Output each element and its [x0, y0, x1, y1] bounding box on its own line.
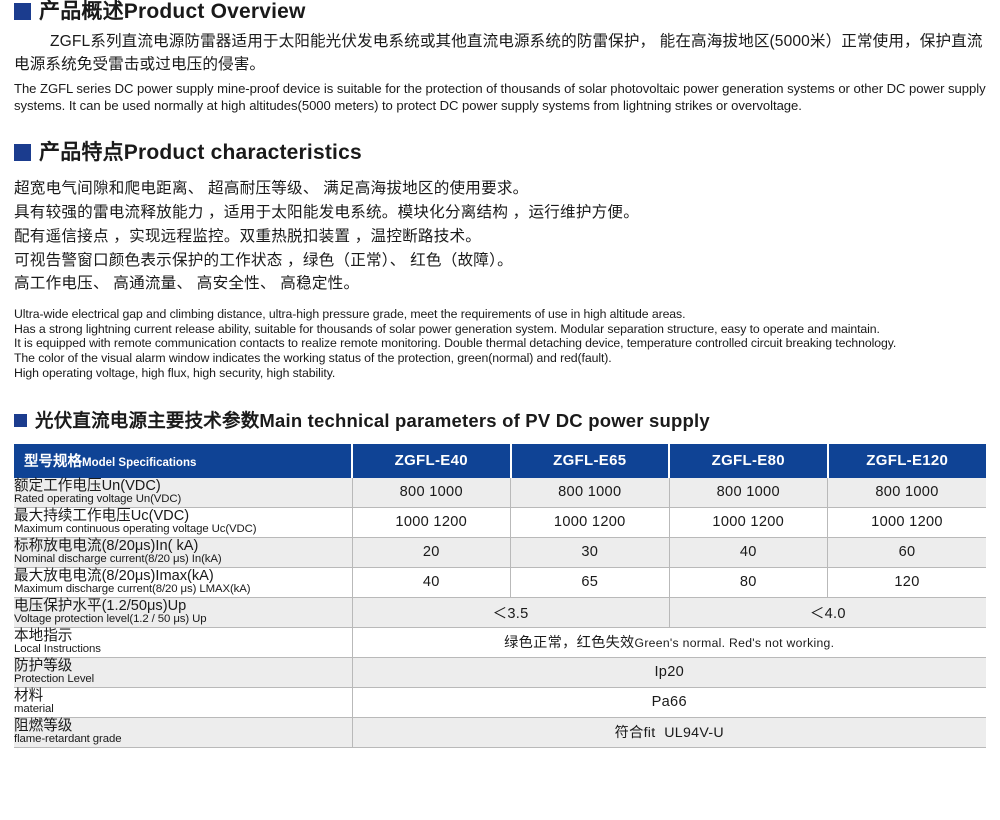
row-label-cell: 电压保护水平(1.2/50μs)Up Voltage protection le…	[14, 597, 353, 628]
row-value-cell: 120	[827, 567, 986, 598]
row-label-en: Maximum continuous operating voltage Uc(…	[14, 523, 257, 536]
row-label-cn: 阻燃等级	[14, 717, 73, 734]
blue-square-bullet-icon	[14, 3, 31, 21]
row-label-en: flame-retardant grade	[14, 733, 122, 746]
overview-paragraph-cn: ZGFL系列直流电源防雷器适用于太阳能光伏发电系统或其他直流电源系统的防雷保护，…	[14, 33, 983, 73]
section-header-characteristics: 产品特点Product characteristics	[14, 141, 986, 164]
row-label-en: Rated operating voltage Un(VDC)	[14, 493, 182, 506]
characteristics-en-line: It is equipped with remote communication…	[14, 336, 897, 351]
row-label-cn: 最大放电电流(8/20μs)Imax(kA)	[14, 567, 214, 584]
row-label-cell: 标称放电电流(8/20μs)In( kA) Nominal discharge …	[14, 537, 353, 568]
row-label-cn: 本地指示	[14, 627, 73, 644]
table-row: 最大放电电流(8/20μs)Imax(kA) Maximum discharge…	[14, 567, 986, 598]
header-label-cn: 型号规格	[24, 454, 82, 471]
row-value-cell-merged: 符合fit UL94V-U	[352, 717, 986, 748]
merged-value-cn: 符合fit	[614, 725, 656, 742]
row-value-cell-merged: Pa66	[352, 687, 986, 718]
row-label-cn: 电压保护水平(1.2/50μs)Up	[14, 597, 187, 614]
section-header-parameters: 光伏直流电源主要技术参数Main technical parameters of…	[14, 409, 986, 431]
row-label-cell: 防护等级 Protection Level	[14, 657, 353, 688]
blue-square-bullet-icon	[14, 414, 27, 428]
row-label-en: Voltage protection level(1.2 / 50 μs) Up	[14, 613, 207, 626]
row-value-cell: 1000 1200	[352, 507, 511, 538]
row-value-cell: 800 1000	[510, 477, 670, 508]
specifications-table: 型号规格Model Specifications ZGFL-E40 ZGFL-E…	[14, 443, 986, 748]
characteristics-en-line: The color of the visual alarm window ind…	[14, 351, 612, 366]
row-value-cell: 30	[510, 537, 670, 568]
characteristics-en-list: Ultra-wide electrical gap and climbing d…	[14, 307, 986, 381]
row-value-cell-right: ＜4.0	[669, 597, 986, 628]
characteristics-cn-line: 具有较强的雷电流释放能力 ，适用于太阳能发电系统。模块化分离结构 ，运行维护方便…	[14, 204, 640, 222]
characteristics-en-line: High operating voltage, high flux, high …	[14, 365, 336, 380]
characteristics-cn-list: 超宽电气间隙和爬电距离、 超高耐压等级、 满足高海拔地区的使用要求。 具有较强的…	[14, 177, 986, 295]
table-row: 最大持续工作电压Uc(VDC) Maximum continuous opera…	[14, 507, 986, 538]
row-label-cell: 本地指示 Local Instructions	[14, 627, 353, 658]
row-label-en: Local Instructions	[14, 643, 101, 656]
row-value-cell: 800 1000	[827, 477, 986, 508]
characteristics-cn-line: 可视告警窗口颜色表示保护的工作状态 ，绿色（正常）、 红色（故障）。	[14, 251, 513, 269]
merged-value-cn: 绿色正常，红色失效	[504, 635, 635, 652]
row-value-cell: 1000 1200	[827, 507, 986, 538]
row-value-cell: 1000 1200	[510, 507, 670, 538]
blue-square-bullet-icon	[14, 144, 31, 162]
row-label-en: Maximum discharge current(8/20 μs) LMAX(…	[14, 583, 251, 596]
row-value-cell-merged: 绿色正常，红色失效Green's normal. Red's not worki…	[352, 627, 986, 658]
row-label-cell: 阻燃等级 flame-retardant grade	[14, 717, 353, 748]
section-title-overview: 产品概述Product Overview	[39, 0, 306, 23]
table-row: 材料 material Pa66	[14, 687, 986, 718]
row-label-cell: 额定工作电压Un(VDC) Rated operating voltage Un…	[14, 477, 353, 508]
merged-value-en: Green's normal. Red's not working.	[634, 636, 835, 651]
table-header-model-spec: 型号规格Model Specifications	[14, 443, 353, 478]
row-value-cell: 1000 1200	[669, 507, 828, 538]
row-value-cell: 800 1000	[352, 477, 511, 508]
table-row: 标称放电电流(8/20μs)In( kA) Nominal discharge …	[14, 537, 986, 568]
table-header-model-0: ZGFL-E40	[352, 443, 512, 478]
row-value-cell: 80	[669, 567, 828, 598]
characteristics-cn-line: 超宽电气间隙和爬电距离、 超高耐压等级、 满足高海拔地区的使用要求。	[14, 180, 529, 198]
section-title-parameters: 光伏直流电源主要技术参数Main technical parameters of…	[35, 409, 710, 431]
row-label-en: material	[14, 703, 54, 716]
characteristics-cn-line: 配有遥信接点 ，实现远程监控。双重热脱扣装置 ，温控断路技术。	[14, 227, 482, 245]
row-value-cell-left: ＜3.5	[352, 597, 670, 628]
overview-paragraph-en: The ZGFL series DC power supply mine-pro…	[14, 81, 986, 114]
characteristics-en-line: Ultra-wide electrical gap and climbing d…	[14, 306, 686, 321]
table-row: 阻燃等级 flame-retardant grade 符合fit UL94V-U	[14, 717, 986, 748]
row-label-en: Nominal discharge current(8/20 μs) In(kA…	[14, 553, 222, 566]
row-label-en: Protection Level	[14, 673, 95, 686]
row-label-cn: 防护等级	[14, 657, 73, 674]
table-header-model-3: ZGFL-E120	[827, 443, 986, 478]
row-label-cell: 最大持续工作电压Uc(VDC) Maximum continuous opera…	[14, 507, 353, 538]
merged-value-en: UL94V-U	[664, 725, 724, 742]
row-value-cell: 60	[827, 537, 986, 568]
row-label-cell: 材料 material	[14, 687, 353, 718]
row-label-cn: 材料	[14, 687, 44, 704]
characteristics-cn-line: 高工作电压、 高通流量、 高安全性、 高稳定性。	[14, 275, 360, 293]
row-label-cell: 最大放电电流(8/20μs)Imax(kA) Maximum discharge…	[14, 567, 353, 598]
row-label-cn: 最大持续工作电压Uc(VDC)	[14, 507, 190, 524]
table-header-model-2: ZGFL-E80	[669, 443, 829, 478]
table-row: 电压保护水平(1.2/50μs)Up Voltage protection le…	[14, 597, 986, 628]
section-header-overview: 产品概述Product Overview	[14, 0, 986, 23]
row-label-cn: 额定工作电压Un(VDC)	[14, 477, 161, 494]
row-label-cn: 标称放电电流(8/20μs)In( kA)	[14, 537, 199, 554]
row-value-cell: 20	[352, 537, 511, 568]
table-header-model-1: ZGFL-E65	[510, 443, 670, 478]
section-title-characteristics: 产品特点Product characteristics	[39, 141, 362, 165]
table-header-row: 型号规格Model Specifications ZGFL-E40 ZGFL-E…	[14, 443, 986, 478]
table-row: 额定工作电压Un(VDC) Rated operating voltage Un…	[14, 478, 986, 508]
row-value-cell: 65	[510, 567, 670, 598]
characteristics-en-line: Has a strong lightning current release a…	[14, 321, 880, 336]
row-value-cell: 40	[669, 537, 828, 568]
header-label-en: Model Specifications	[82, 457, 197, 470]
table-row: 防护等级 Protection Level Ip20	[14, 657, 986, 688]
row-value-cell: 40	[352, 567, 511, 598]
row-value-cell: 800 1000	[669, 477, 828, 508]
table-row: 本地指示 Local Instructions 绿色正常，红色失效Green's…	[14, 627, 986, 658]
row-value-cell-merged: Ip20	[352, 657, 986, 688]
